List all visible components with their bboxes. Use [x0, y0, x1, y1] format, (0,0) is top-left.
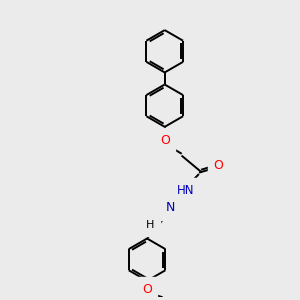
Text: H: H — [146, 220, 154, 230]
Text: O: O — [160, 134, 169, 147]
Text: HN: HN — [176, 184, 194, 196]
Text: N: N — [166, 201, 175, 214]
Text: O: O — [142, 283, 152, 296]
Text: O: O — [213, 158, 223, 172]
